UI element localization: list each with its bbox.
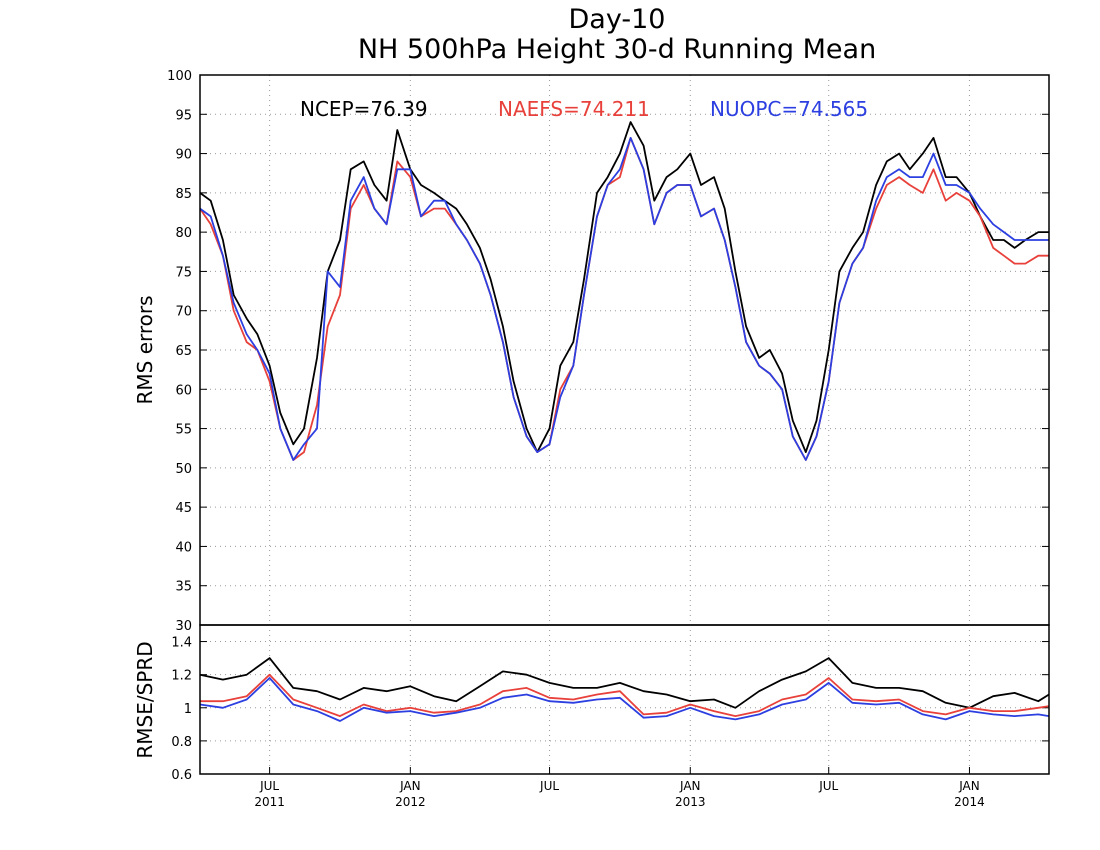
upper-y-tick-label: 75	[175, 265, 192, 280]
nuopc-score-annotation: NUOPC=74.565	[710, 97, 868, 121]
x-tick-label: JUL	[818, 779, 838, 793]
upper-series-ncep-line	[199, 121, 1049, 454]
upper-y-tick-label: 70	[175, 305, 192, 320]
lower-y-axis-label: RMSE/SPRD	[133, 641, 157, 758]
upper-y-tick-label: 40	[175, 540, 192, 555]
chart-title: Day-10	[569, 4, 666, 35]
x-tick-label: JUL	[259, 779, 279, 793]
lower-y-tick-label: 0.8	[171, 735, 192, 750]
x-tick-label: JAN	[399, 779, 421, 793]
upper-series-nuopc-line	[199, 136, 1049, 461]
chart-subtitle: NH 500hPa Height 30-d Running Mean	[358, 34, 876, 65]
x-tick-label: JAN	[679, 779, 701, 793]
x-tick-year-label: 2013	[675, 795, 706, 809]
ncep-score-annotation: NCEP=76.39	[300, 97, 428, 121]
x-tick-label: JUL	[539, 779, 559, 793]
naefs-score-annotation: NAEFS=74.211	[498, 97, 650, 121]
x-axis: JUL 2011 JAN 2012 JUL JAN 2013 JUL JAN 2014	[254, 767, 985, 809]
upper-y-tick-label: 90	[175, 148, 192, 163]
upper-y-tick-label: 50	[175, 462, 192, 477]
upper-y-tick-label: 100	[167, 69, 192, 84]
x-tick-label: JAN	[958, 779, 980, 793]
lower-y-tick-label: 1.4	[171, 636, 192, 651]
upper-series-naefs-line	[199, 136, 1049, 461]
upper-y-tick-label: 95	[175, 108, 192, 123]
lower-series-naefs-line	[200, 673, 1050, 717]
upper-y-axis-label: RMS errors	[133, 295, 157, 404]
upper-y-tick-label: 55	[175, 423, 192, 438]
x-tick-year-label: 2011	[254, 795, 285, 809]
upper-y-tick-label: 45	[175, 501, 192, 516]
lower-plot-frame	[199, 624, 1050, 775]
lower-y-tick-label: 0.6	[171, 768, 192, 783]
x-tick-year-label: 2014	[954, 795, 985, 809]
upper-y-tick-label: 60	[175, 383, 192, 398]
upper-y-tick-label: 85	[175, 187, 192, 202]
upper-panel: 30 35 40 45 50 55 60 65 70 75 80 85 90 95 100 RMS erro…	[133, 69, 1050, 634]
x-tick-year-label: 2012	[395, 795, 426, 809]
upper-y-tick-label: 65	[175, 344, 192, 359]
upper-y-tick-label: 35	[175, 580, 192, 595]
lower-series-nuopc-line	[199, 677, 1050, 722]
upper-y-tick-label: 80	[175, 226, 192, 241]
lower-panel: 0.6 0.8 1 1.2 1.4 RMSE/SPRD	[133, 624, 1050, 783]
lower-series-ncep-line	[199, 657, 1050, 709]
upper-y-tick-label: 30	[175, 619, 192, 634]
lower-y-tick-label: 1.2	[171, 669, 192, 684]
lower-y-tick-label: 1	[184, 702, 192, 717]
